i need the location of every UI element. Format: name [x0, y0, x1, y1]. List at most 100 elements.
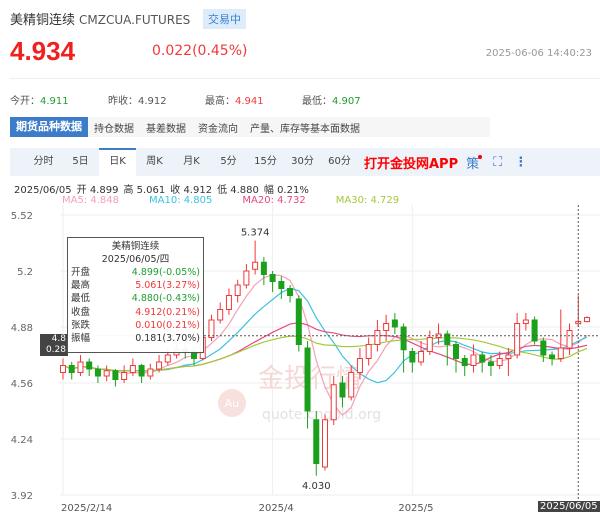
candle-body — [584, 317, 590, 323]
open-app-link[interactable]: 打开金投网APP — [364, 156, 459, 172]
y-tick-label: 4.88 — [11, 323, 33, 334]
candle-body — [278, 281, 285, 289]
candle-body — [514, 323, 521, 356]
tooltip-row-label: 张跌 — [71, 319, 91, 331]
ma20-label: MA20: 4.732 — [242, 195, 306, 206]
candlestick-chart[interactable]: 5.525.24.884.564.243.92Au金投行情quote.cngol… — [0, 205, 600, 515]
tab-fund-flow[interactable]: 资金流向 — [198, 123, 238, 135]
tooltip-title: 美精铜连续 — [111, 241, 160, 252]
tooltip-rows: 开盘 4.899(-0.05%) 最高 5.061(3.27%) 最低 4.880(-0.… — [71, 266, 200, 345]
stat-open-value: 4.911 — [40, 96, 69, 107]
candle-body — [217, 309, 224, 321]
candle-body — [531, 319, 538, 342]
tab-basis[interactable]: 基差数据 — [146, 123, 186, 135]
candle-body — [304, 347, 311, 412]
price-annotation: 4.030 — [302, 481, 331, 492]
x-tick-label: 2025/4 — [258, 503, 294, 514]
stat-low-value: 4.907 — [332, 96, 361, 107]
data-tabs: 期货品种数据 持仓数据 基差数据 资金流向 产量、库存等基本面数据 — [10, 117, 490, 137]
tooltip: 美精铜连续 2025/06/05/四 开盘 4.899(-0.05%) 最高 5.06… — [67, 237, 204, 353]
tab-positions[interactable]: 持仓数据 — [94, 123, 134, 135]
watermark-logo — [218, 389, 246, 417]
candle-body — [129, 365, 136, 373]
candle-body — [339, 382, 346, 398]
candle-body — [252, 261, 259, 270]
candle-body — [426, 337, 433, 352]
tooltip-row-label: 最高 — [71, 280, 91, 292]
period-tab-5min[interactable]: 5分 — [220, 156, 237, 167]
candle-body — [566, 330, 573, 349]
x-tick-label: 2025/2/14 — [61, 503, 113, 514]
candle-body — [409, 351, 416, 363]
info-high: 高 5.061 — [123, 185, 166, 196]
tooltip-row: 最高 5.061(3.27%) — [71, 279, 200, 292]
ma-legend: MA5: 4.848 MA10: 4.805 MA20: 4.732 MA30: 4.… — [62, 195, 429, 206]
strategy-button[interactable]: 策 — [466, 153, 483, 172]
candle-body — [121, 372, 128, 380]
tooltip-row: 开盘 4.899(-0.05%) — [71, 266, 200, 279]
tooltip-date: 2025/06/05/四 — [101, 254, 170, 265]
stat-high: 最高：4.941 — [205, 92, 264, 107]
candle-body — [557, 347, 564, 359]
y-tick-label: 4.24 — [11, 435, 33, 446]
tooltip-row: 收盘 4.912(0.21%) — [71, 306, 200, 319]
candle-body — [147, 368, 154, 377]
candle-body — [470, 354, 477, 366]
more-icon[interactable]: ⋮ — [514, 154, 528, 170]
candle-body — [295, 298, 302, 345]
candle-body — [522, 319, 529, 324]
period-tab-30min[interactable]: 30分 — [291, 156, 314, 167]
tooltip-row-value: 4.912(0.21%) — [135, 306, 200, 318]
period-tab-60min[interactable]: 60分 — [328, 156, 351, 167]
stat-high-value: 4.941 — [235, 96, 264, 107]
candle-body — [60, 365, 66, 373]
period-tab-15min[interactable]: 15分 — [254, 156, 277, 167]
candle-body — [322, 419, 328, 468]
info-close: 收 4.912 — [170, 185, 213, 196]
tooltip-row-value: 4.880(-0.43%) — [131, 293, 200, 305]
period-tab-weekly[interactable]: 周K — [146, 156, 163, 167]
candle-body — [383, 323, 390, 331]
watermark-logo-text: Au — [225, 397, 240, 410]
price-annotation: 5.374 — [241, 228, 270, 239]
candle-body — [505, 354, 512, 359]
candle-body — [164, 354, 171, 363]
candle-body — [330, 384, 337, 421]
period-tab-monthly[interactable]: 月K — [183, 156, 200, 167]
candle-body — [77, 361, 84, 373]
candle-body — [348, 372, 355, 398]
candle-body — [269, 274, 276, 282]
candle-body — [287, 288, 294, 296]
x-label-crosshair-date: 2025/06/05 — [538, 501, 600, 512]
candle-body — [400, 326, 407, 351]
tooltip-row: 张跌 0.010(0.21%) — [71, 319, 200, 332]
status-badge: 交易中 — [203, 9, 246, 29]
tooltip-row-label: 收盘 — [71, 306, 91, 318]
tab-futures-data[interactable]: 期货品种数据 — [10, 117, 88, 137]
crosshair-price: 4.8 — [51, 334, 66, 344]
stat-open: 今开：4.911 — [10, 92, 69, 107]
candle-body — [453, 344, 459, 359]
period-tab-5day[interactable]: 5日 — [72, 156, 89, 167]
candle-body — [225, 295, 232, 310]
x-tick-label: 2025/5 — [398, 503, 434, 514]
y-tick-label: 5.52 — [11, 211, 33, 222]
info-low: 低 4.880 — [217, 185, 259, 196]
candle-body — [391, 319, 398, 328]
tooltip-row-value: 5.061(3.27%) — [135, 280, 200, 292]
stat-prev-close-label: 昨收： — [108, 96, 138, 107]
tab-fundamentals[interactable]: 产量、库存等基本面数据 — [250, 123, 360, 135]
stat-prev-close: 昨收：4.912 — [108, 92, 167, 107]
candle-body — [138, 365, 145, 377]
candle-body — [540, 340, 547, 356]
period-tabs: 分时 5日 日K 周K 月K 5分 15分 30分 60分 打开金投网APP 策… — [10, 148, 600, 176]
stat-open-label: 今开： — [10, 96, 40, 107]
period-tab-intraday[interactable]: 分时 — [33, 156, 54, 167]
fullscreen-icon[interactable]: ⛶ — [493, 154, 503, 170]
crosshair-change: 0.28 — [45, 345, 66, 355]
candle-body — [418, 351, 425, 363]
period-tab-daily[interactable]: 日K — [99, 148, 136, 176]
instrument-code: CMZCUA.FUTURES — [79, 13, 191, 27]
candle-body — [234, 284, 241, 296]
tooltip-row-value: 0.010(0.21%) — [135, 319, 200, 331]
